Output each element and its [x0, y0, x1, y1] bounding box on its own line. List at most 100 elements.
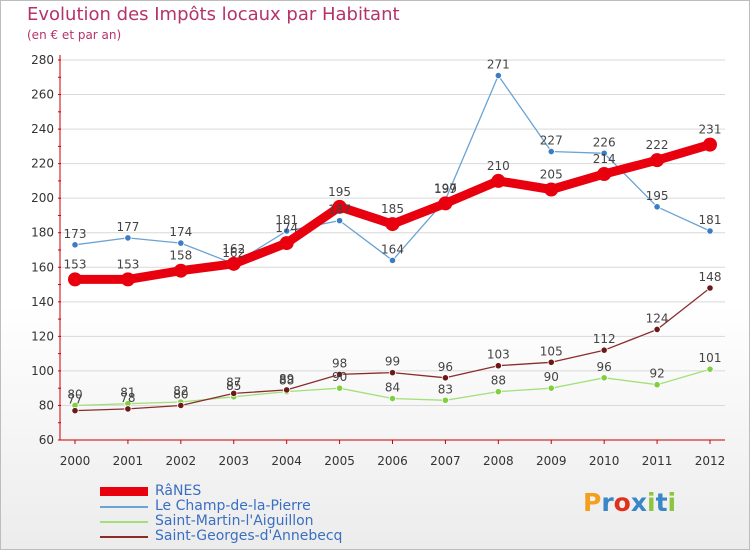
data-label-saint-martin-l-aiguillon: 84 — [385, 381, 400, 395]
data-label-saint-georges-d-annebecq: 96 — [438, 360, 453, 374]
legend-label: Saint-Georges-d'Annebecq — [155, 528, 343, 544]
data-label-le-champ-de-la-pierre: 162 — [222, 246, 245, 260]
data-label-saint-martin-l-aiguillon: 82 — [173, 384, 188, 398]
data-point-saint-martin-l-aiguillon — [706, 365, 714, 373]
legend-label: Saint-Martin-l'Aiguillon — [155, 513, 314, 529]
data-point-saint-georges-d-annebecq — [177, 401, 185, 410]
data-label-le-champ-de-la-pierre: 199 — [434, 182, 457, 196]
data-point-saint-georges-d-annebecq — [230, 389, 238, 397]
y-tick-label: 120 — [31, 329, 54, 343]
legend-swatch — [100, 506, 148, 508]
data-label-saint-martin-l-aiguillon: 101 — [699, 351, 722, 365]
data-label-le-champ-de-la-pierre: 187 — [328, 203, 351, 217]
y-tick-label: 100 — [31, 364, 54, 378]
data-label-le-champ-de-la-pierre: 271 — [487, 58, 510, 72]
data-point-saint-georges-d-annebecq — [388, 369, 397, 377]
logo-letter: o — [613, 488, 631, 517]
legend-label: Le Champ-de-la-Pierre — [155, 498, 311, 514]
x-tick-label: 2000 — [60, 454, 91, 468]
data-label-saint-martin-l-aiguillon: 96 — [597, 360, 612, 374]
chart-title: Evolution des Impôts locaux par Habitant — [27, 4, 400, 25]
data-point-le-champ-de-la-pierre — [706, 227, 714, 235]
data-label-r-nes: 162 — [222, 242, 245, 256]
x-tick-label: 2010 — [589, 454, 620, 468]
legend-swatch — [100, 521, 148, 523]
y-tick-label: 60 — [39, 433, 54, 447]
data-label-r-nes: 153 — [116, 257, 139, 271]
data-label-le-champ-de-la-pierre: 226 — [593, 135, 616, 149]
data-label-saint-martin-l-aiguillon: 90 — [332, 370, 347, 384]
data-label-saint-georges-d-annebecq: 77 — [67, 393, 82, 407]
data-point-saint-martin-l-aiguillon — [494, 388, 502, 396]
data-label-saint-martin-l-aiguillon: 85 — [226, 379, 241, 393]
data-point-saint-georges-d-annebecq — [600, 346, 608, 354]
proxiti-logo: Proxiti — [583, 488, 676, 517]
data-label-r-nes: 185 — [381, 202, 404, 216]
data-label-le-champ-de-la-pierre: 227 — [540, 134, 563, 148]
data-label-saint-georges-d-annebecq: 103 — [487, 348, 510, 362]
data-point-r-nes — [385, 217, 400, 232]
data-point-r-nes — [650, 153, 665, 168]
data-point-saint-georges-d-annebecq — [124, 405, 132, 413]
data-label-saint-martin-l-aiguillon: 88 — [279, 374, 294, 388]
data-point-le-champ-de-la-pierre — [600, 149, 608, 157]
data-point-saint-martin-l-aiguillon — [653, 381, 661, 389]
data-label-saint-martin-l-aiguillon: 83 — [438, 382, 453, 396]
data-label-r-nes: 222 — [646, 138, 669, 152]
data-label-le-champ-de-la-pierre: 173 — [64, 227, 87, 241]
data-point-saint-martin-l-aiguillon — [600, 374, 608, 382]
x-tick-label: 2005 — [324, 454, 355, 468]
data-point-le-champ-de-la-pierre — [283, 227, 291, 235]
data-label-saint-martin-l-aiguillon: 81 — [120, 386, 135, 400]
logo-letter: i — [647, 488, 656, 517]
logo-letter: x — [630, 488, 647, 517]
logo-letter: t — [655, 488, 668, 517]
logo-letter: P — [583, 488, 602, 517]
y-tick-label: 180 — [31, 226, 54, 240]
data-point-saint-georges-d-annebecq — [653, 325, 661, 334]
data-label-r-nes: 195 — [328, 185, 351, 199]
data-point-le-champ-de-la-pierre — [547, 147, 555, 156]
data-point-saint-georges-d-annebecq — [71, 407, 79, 415]
data-point-saint-georges-d-annebecq — [283, 386, 291, 394]
data-point-saint-martin-l-aiguillon — [441, 396, 450, 404]
data-label-r-nes: 158 — [169, 249, 192, 263]
data-label-r-nes: 174 — [275, 221, 298, 235]
y-tick-label: 140 — [31, 295, 54, 309]
data-label-saint-georges-d-annebecq: 89 — [279, 372, 294, 386]
data-label-saint-georges-d-annebecq: 112 — [593, 332, 616, 346]
data-point-saint-martin-l-aiguillon — [547, 384, 555, 392]
data-label-saint-georges-d-annebecq: 80 — [173, 387, 188, 401]
data-point-r-nes — [120, 272, 135, 287]
data-point-r-nes — [226, 256, 241, 271]
data-point-r-nes — [544, 182, 559, 197]
data-point-le-champ-de-la-pierre — [653, 203, 661, 211]
data-point-r-nes — [438, 196, 453, 211]
x-tick-label: 2012 — [695, 454, 726, 468]
data-label-saint-martin-l-aiguillon: 80 — [67, 387, 82, 401]
x-tick-label: 2011 — [642, 454, 673, 468]
data-point-r-nes — [491, 173, 506, 188]
data-point-saint-georges-d-annebecq — [547, 358, 555, 366]
data-point-r-nes — [173, 263, 188, 278]
x-tick-label: 2009 — [536, 454, 567, 468]
data-label-le-champ-de-la-pierre: 181 — [699, 213, 722, 227]
data-label-saint-martin-l-aiguillon: 90 — [544, 370, 559, 384]
x-tick-label: 2001 — [113, 454, 144, 468]
data-label-r-nes: 210 — [487, 159, 510, 173]
data-label-saint-martin-l-aiguillon: 92 — [649, 367, 664, 381]
data-label-saint-georges-d-annebecq: 98 — [332, 356, 347, 370]
data-point-r-nes — [597, 167, 612, 181]
x-tick-label: 2004 — [271, 454, 302, 468]
data-label-r-nes: 205 — [540, 168, 563, 182]
data-point-saint-martin-l-aiguillon — [335, 384, 344, 392]
data-point-saint-georges-d-annebecq — [706, 284, 714, 292]
data-point-le-champ-de-la-pierre — [71, 241, 79, 249]
data-point-saint-georges-d-annebecq — [494, 362, 502, 370]
data-point-saint-georges-d-annebecq — [335, 370, 344, 378]
x-tick-label: 2003 — [218, 454, 249, 468]
data-label-saint-martin-l-aiguillon: 88 — [491, 374, 506, 388]
y-tick-label: 160 — [31, 260, 54, 274]
data-point-r-nes — [279, 236, 294, 251]
data-label-r-nes: 153 — [64, 257, 87, 271]
